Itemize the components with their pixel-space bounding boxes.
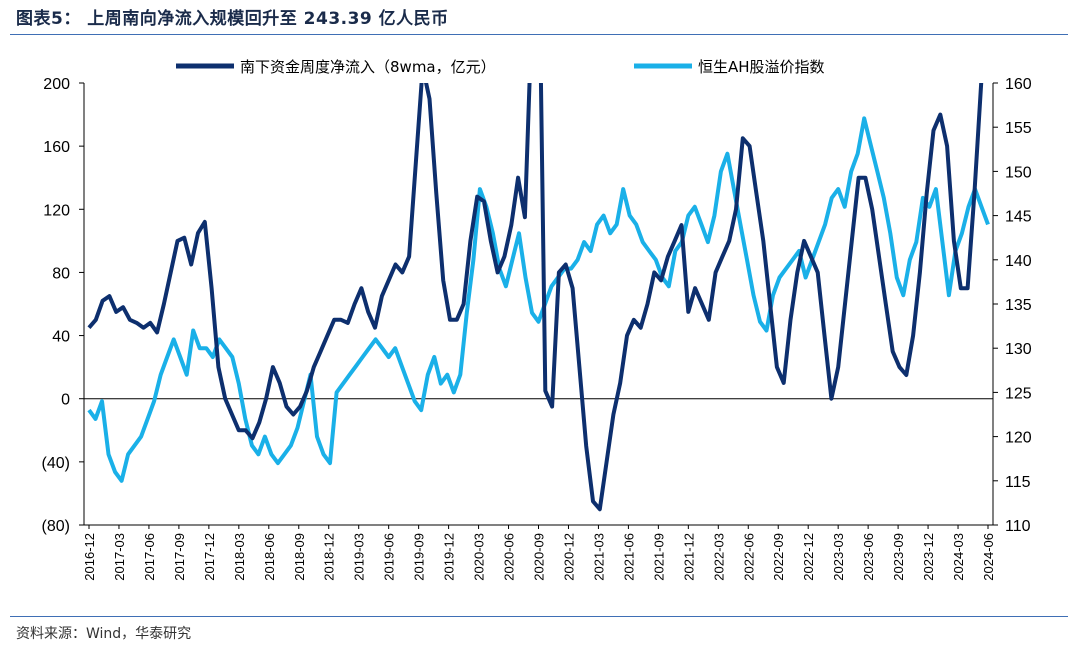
right-tick-label: 110 [1005,518,1031,535]
right-tick-label: 115 [1005,474,1031,491]
x-tick-label: 2018-03 [232,533,247,581]
x-tick-label: 2017-09 [172,533,187,581]
left-tick-label: 120 [43,202,70,219]
x-tick-label: 2023-12 [921,533,936,581]
bottom-rule [10,616,1068,617]
x-axis: 2016-12 2017-03 2017-06 2017-09 2017-12 2018-… [82,398,996,581]
left-tick-label: 0 [61,392,70,409]
x-tick-label: 2021-09 [651,533,666,581]
right-tick-label: 120 [1005,430,1032,447]
right-tick-label: 140 [1005,253,1032,270]
source-note: 资料来源：Wind，华泰研究 [16,626,192,642]
left-axis: 200 160 120 80 40 0 (40) (80) [42,76,85,535]
x-tick-label: 2018-09 [292,533,307,581]
x-tick-label: 2018-06 [262,533,277,581]
x-tick-label: 2017-12 [202,533,217,581]
x-tick-label: 2023-03 [831,533,846,581]
x-tick-label: 2024-03 [951,533,966,581]
south-flow-series-line [87,83,984,512]
x-tick-label: 2017-06 [142,533,157,581]
x-tick-label: 2024-06 [981,533,996,581]
x-tick-label: 2019-06 [382,533,397,581]
right-tick-label: 160 [1005,76,1032,93]
x-tick-label: 2022-12 [801,533,816,581]
right-tick-label: 155 [1005,120,1032,137]
x-tick-label: 2019-09 [412,533,427,581]
ah-premium-series-line [87,116,990,483]
x-tick-label: 2019-12 [442,533,457,581]
left-tick-label: 40 [52,329,70,346]
x-tick-label: 2020-03 [472,533,487,581]
left-tick-label: 80 [52,265,70,282]
x-tick-label: 2023-09 [891,533,906,581]
x-tick-label: 2022-09 [771,533,786,581]
top-rule [10,34,1068,35]
left-tick-label: 160 [43,139,70,156]
left-tick-label: 200 [43,76,70,93]
x-tick-label: 2018-12 [322,533,337,581]
x-tick-label: 2020-09 [532,533,547,581]
x-tick-label: 2021-06 [621,533,636,581]
right-tick-label: 145 [1005,209,1032,226]
right-tick-label: 130 [1005,341,1032,358]
x-tick-label: 2021-03 [591,533,606,581]
series-layer [87,83,990,512]
left-tick-label: (40) [42,455,70,472]
x-tick-label: 2020-06 [502,533,517,581]
x-tick-label: 2022-03 [711,533,726,581]
legend-ah-premium-label: 恒生AH股溢价指数 [698,58,825,76]
x-tick-label: 2016-12 [82,533,97,581]
right-tick-label: 135 [1005,297,1032,314]
legend-south-flow-label: 南下资金周度净流入（8wma，亿元） [240,58,496,76]
right-tick-label: 150 [1005,164,1032,181]
left-tick-label: (80) [42,518,70,535]
x-tick-label: 2023-06 [861,533,876,581]
right-tick-label: 125 [1005,385,1032,402]
x-tick-label: 2020-12 [561,533,576,581]
x-tick-label: 2021-12 [681,533,696,581]
x-tick-label: 2017-03 [112,533,127,581]
chart-title: 图表5： 上周南向净流入规模回升至 243.39 亿人民币 [16,9,449,29]
right-axis: 160 155 150 145 140 135 130 125 120 115 110 [992,76,1032,535]
x-tick-label: 2019-03 [352,533,367,581]
x-tick-label: 2022-06 [741,533,756,581]
legend: 南下资金周度净流入（8wma，亿元） 恒生AH股溢价指数 [176,58,825,76]
